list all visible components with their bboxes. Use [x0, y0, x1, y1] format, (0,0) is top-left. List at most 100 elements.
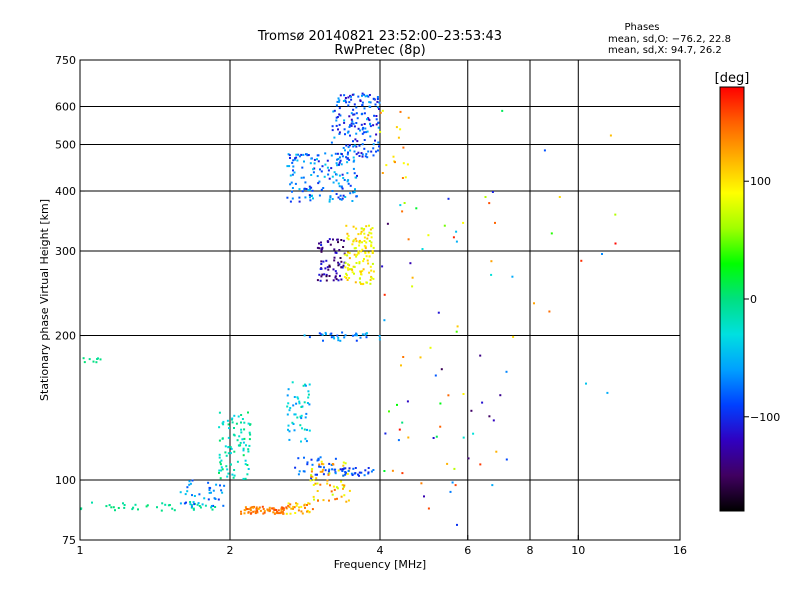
data-point: [328, 499, 330, 502]
data-point: [218, 471, 220, 474]
data-point: [303, 470, 306, 473]
data-point: [355, 132, 358, 135]
data-point: [294, 512, 297, 514]
data-point: [250, 512, 253, 515]
data-point: [375, 115, 378, 117]
data-point: [244, 509, 247, 512]
data-point: [300, 176, 303, 179]
data-point: [164, 503, 167, 506]
data-point: [437, 311, 440, 314]
data-point: [338, 133, 341, 135]
data-point: [335, 162, 338, 165]
data-point: [356, 174, 358, 177]
data-point: [323, 273, 326, 276]
y-tick-label: 400: [55, 185, 76, 198]
data-point: [355, 145, 358, 148]
data-point: [171, 507, 174, 510]
data-point: [352, 160, 355, 163]
data-point: [358, 144, 361, 147]
data-point: [193, 495, 196, 497]
data-point: [333, 337, 336, 340]
data-point: [189, 503, 192, 506]
data-point: [339, 114, 342, 117]
data-point: [327, 268, 330, 271]
data-point: [377, 126, 380, 129]
data-point: [289, 183, 292, 186]
data-point: [361, 104, 364, 107]
data-point: [291, 421, 294, 424]
data-point: [287, 504, 290, 507]
data-point: [337, 97, 340, 100]
data-point: [321, 468, 324, 471]
data-point: [309, 479, 312, 482]
y-tick-label: 100: [55, 474, 76, 487]
data-point: [369, 125, 372, 128]
data-point: [355, 240, 358, 243]
data-point: [367, 471, 370, 474]
gridlines: [80, 60, 680, 540]
data-point: [316, 246, 319, 249]
data-point: [440, 368, 443, 371]
data-point: [409, 262, 412, 265]
data-point: [362, 268, 365, 271]
data-point: [317, 458, 320, 461]
data-point: [337, 241, 339, 244]
data-point: [320, 244, 323, 246]
data-point: [318, 465, 321, 468]
data-point: [321, 462, 324, 465]
phase-stats-header: Phases: [624, 22, 659, 33]
data-point: [302, 384, 305, 387]
data-point: [346, 161, 349, 164]
data-point: [402, 162, 405, 165]
data-point: [330, 167, 333, 170]
data-point: [320, 250, 323, 253]
data-point: [327, 470, 330, 473]
data-point: [289, 200, 292, 203]
data-point: [363, 228, 366, 230]
data-point: [352, 167, 355, 170]
data-point: [328, 264, 331, 267]
data-point: [354, 334, 356, 337]
data-point: [343, 261, 346, 264]
data-point: [341, 470, 344, 472]
data-point: [363, 131, 366, 134]
data-point: [322, 463, 325, 466]
data-point: [337, 279, 340, 282]
data-point: [335, 179, 338, 182]
data-point: [340, 153, 343, 156]
data-point: [558, 196, 561, 198]
data-point: [341, 468, 344, 471]
x-tick-label: 4: [377, 544, 384, 557]
data-point: [352, 240, 355, 243]
data-point: [324, 163, 327, 166]
data-point: [373, 114, 376, 117]
data-point: [245, 444, 247, 447]
data-point: [304, 506, 306, 509]
data-point: [296, 416, 299, 419]
data-point: [294, 466, 297, 469]
data-point: [370, 269, 373, 272]
data-point: [247, 508, 250, 511]
data-point: [338, 249, 341, 251]
data-point: [346, 472, 349, 475]
data-point: [249, 508, 252, 511]
data-point: [357, 151, 360, 154]
data-point: [347, 469, 350, 472]
data-point: [291, 190, 293, 193]
data-point: [372, 147, 375, 150]
data-point: [314, 482, 317, 485]
data-point: [358, 239, 361, 242]
data-point: [233, 474, 236, 477]
data-point: [601, 253, 603, 255]
data-point: [343, 179, 346, 181]
data-point: [256, 508, 259, 511]
data-point: [247, 468, 250, 470]
data-point: [329, 333, 332, 336]
data-point: [292, 505, 295, 508]
data-point: [317, 160, 320, 163]
data-point: [328, 177, 331, 180]
data-point: [340, 260, 343, 263]
data-point: [348, 277, 351, 279]
data-point: [347, 146, 350, 149]
data-point: [282, 507, 285, 510]
